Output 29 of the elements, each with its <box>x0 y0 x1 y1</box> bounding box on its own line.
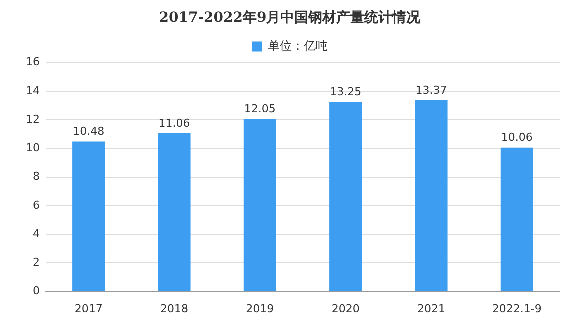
data-label: 13.25 <box>330 86 362 99</box>
y-tick-label: 16 <box>26 56 40 69</box>
bar <box>415 100 448 292</box>
x-tick-label: 2018 <box>160 302 188 316</box>
x-tick-label: 2019 <box>246 302 274 316</box>
legend-label: 单位：亿吨 <box>268 38 328 53</box>
data-label: 13.37 <box>416 84 448 97</box>
bar <box>330 102 362 292</box>
data-label: 10.48 <box>73 125 105 138</box>
y-tick-label: 2 <box>32 256 40 270</box>
x-tick-label: 2017 <box>74 302 103 316</box>
x-tick-label: 2021 <box>418 302 446 316</box>
y-tick-label: 4 <box>32 227 40 240</box>
x-tick-label: 2020 <box>332 302 360 316</box>
bar <box>244 119 276 292</box>
bar <box>72 142 106 292</box>
y-tick-label: 0 <box>32 284 40 298</box>
chart-title: 2017-2022年9月中国钢材产量统计情况 <box>159 9 422 26</box>
y-tick-label: 8 <box>32 170 40 184</box>
x-tick-label: 2022.1-9 <box>492 302 542 316</box>
bar <box>158 134 191 292</box>
y-tick-label: 14 <box>26 84 40 98</box>
y-tick-label: 6 <box>32 198 40 212</box>
data-label: 11.06 <box>158 116 190 130</box>
data-label: 10.06 <box>501 131 533 144</box>
data-label: 12.05 <box>244 102 276 116</box>
bar <box>500 148 534 292</box>
y-tick-label: 10 <box>26 142 40 155</box>
y-tick-label: 12 <box>26 112 40 126</box>
